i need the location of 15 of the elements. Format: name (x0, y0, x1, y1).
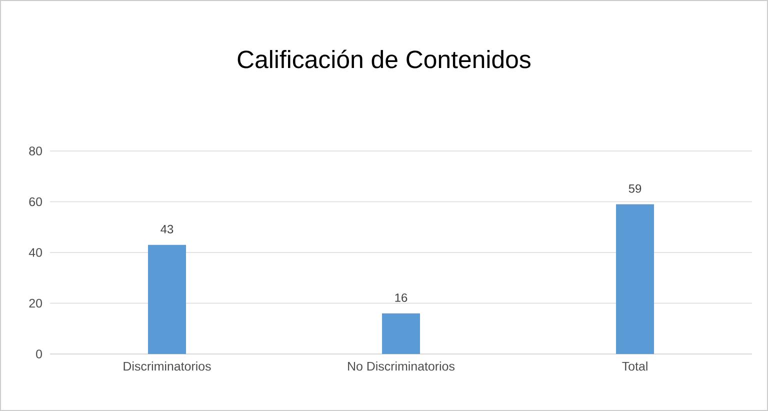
y-tick-label: 20 (29, 298, 42, 308)
x-tick-label: Total (622, 362, 648, 371)
data-label: 59 (628, 184, 642, 193)
y-tick-label: 0 (36, 350, 42, 358)
y-tick-label: 60 (29, 197, 42, 206)
bar (382, 313, 420, 354)
y-tick-label: 40 (28, 248, 42, 257)
x-tick-label: No Discriminatorios (348, 362, 455, 371)
chart-title: Calificación de Contenidos (238, 50, 530, 68)
data-label: 43 (160, 224, 174, 234)
data-label: 16 (395, 293, 408, 302)
x-tick-label: Discriminatorios (124, 362, 211, 371)
bar (148, 244, 186, 354)
bar (616, 204, 654, 354)
y-tick-label: 80 (29, 146, 42, 156)
